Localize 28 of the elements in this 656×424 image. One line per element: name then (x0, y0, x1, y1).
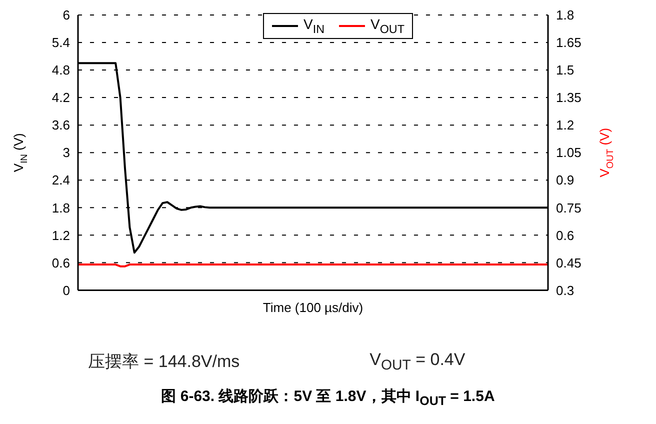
y2-tick-label: 0.75 (556, 200, 582, 216)
x-axis-title: Time (100 µs/div) (262, 300, 364, 316)
text: V$_{OUT}$ = 0.4V (370, 350, 466, 374)
y2-tick-label: 0.3 (556, 282, 574, 298)
y-tick-label: 3 (62, 145, 70, 160)
y2-tick-label: 0.9 (556, 172, 574, 188)
text: 压摆率 = 144.8V/ms (88, 352, 240, 371)
y-tick-label: 2.4 (52, 172, 70, 188)
y-tick-label: 4.2 (52, 90, 70, 106)
y-tick-label: 0.6 (52, 255, 70, 270)
text: 图 6-63. 线路阶跃：5V 至 1.8V，其中 I$_{OUT}$ = 1.5A (161, 388, 495, 408)
y2-tick-label: 1.35 (556, 90, 582, 106)
y2-tick-label: 1.2 (556, 118, 574, 133)
y-tick-label: 4.8 (52, 62, 70, 78)
y2-tick-label: 1.65 (556, 35, 582, 50)
y-tick-label: 6 (62, 8, 70, 23)
y2-tick-label: 1.5 (556, 62, 574, 78)
y2-tick-label: 0.6 (556, 228, 574, 243)
y-tick-label: 1.2 (52, 228, 70, 243)
legend-label: V$_{IN}$ (304, 16, 325, 36)
y2-tick-label: 1.8 (556, 8, 574, 23)
y-tick-label: 1.8 (52, 200, 70, 216)
y2-tick-label: 0.45 (556, 255, 582, 270)
y-tick-label: 0 (62, 282, 70, 298)
y-tick-label: 3.6 (52, 118, 70, 133)
y2-tick-label: 1.05 (556, 145, 582, 160)
y-tick-label: 5.4 (52, 35, 70, 50)
legend-label: V$_{OUT}$ (370, 16, 404, 36)
